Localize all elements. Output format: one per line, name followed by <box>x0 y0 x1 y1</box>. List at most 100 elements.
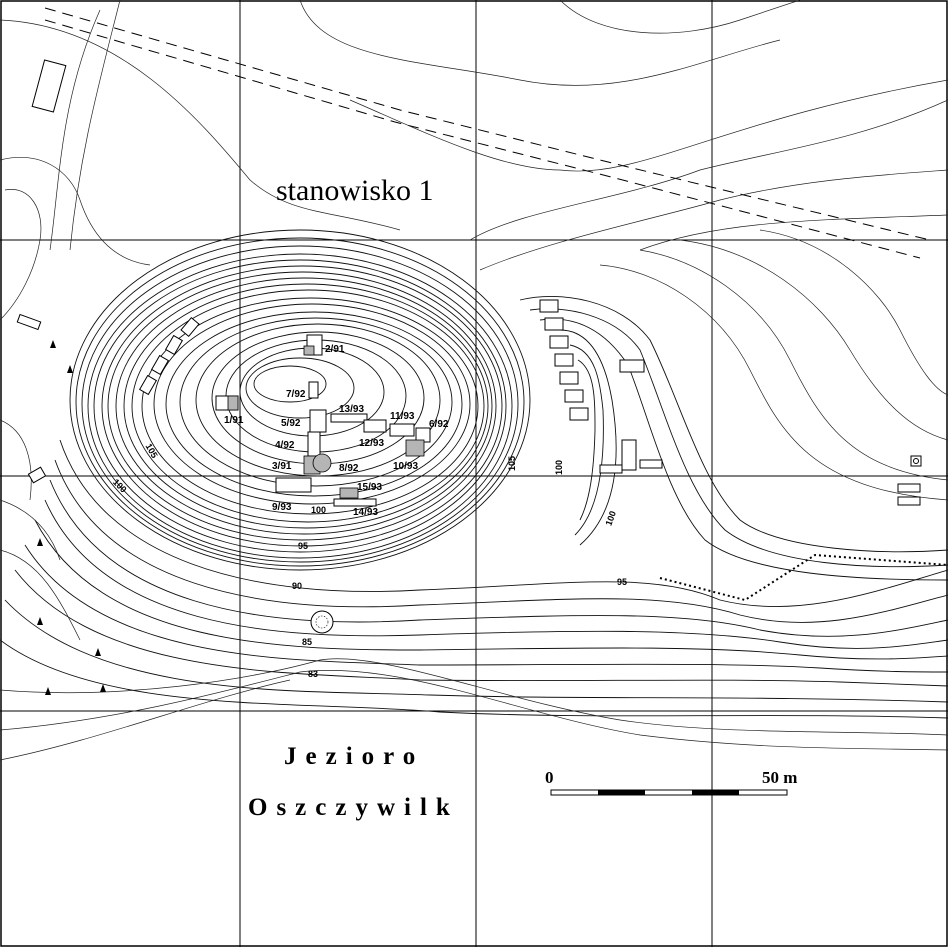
contour-line <box>123 283 489 529</box>
contour-line <box>87 253 513 559</box>
contour-line <box>115 277 493 535</box>
trench-label: 5/92 <box>281 418 301 429</box>
scale-bar-frame <box>550 789 788 796</box>
trench-shaded <box>339 487 359 499</box>
structure-marker <box>910 455 922 467</box>
contour-line <box>639 214 948 251</box>
trench-label: 4/92 <box>275 440 295 451</box>
well-symbol <box>310 610 334 634</box>
elevation-label: 105 <box>144 442 160 460</box>
road-edge-upper <box>44 7 931 241</box>
dashed-road <box>44 7 931 259</box>
trench-label: 6/92 <box>429 419 449 430</box>
trench-shaded <box>405 439 425 457</box>
contour-line <box>479 169 948 271</box>
contour-line <box>195 323 441 477</box>
contour-line <box>0 669 948 751</box>
elevation-label: 95 <box>617 577 627 587</box>
trench-label: 12/93 <box>359 438 384 449</box>
rampart-block <box>619 359 645 373</box>
contour-line <box>253 365 327 403</box>
scale-bar: 0 50 m <box>545 768 797 796</box>
contour-line <box>0 499 61 561</box>
contour-line <box>519 295 948 553</box>
contour-line <box>599 264 948 501</box>
elevation-label: 100 <box>603 510 618 528</box>
tree-icon <box>37 538 43 546</box>
building-outline <box>31 59 67 113</box>
elevation-label: 83 <box>308 669 318 679</box>
trench-label: 11/93 <box>390 411 415 422</box>
contour-line <box>49 479 948 637</box>
trench-label: 8/92 <box>339 463 359 474</box>
contour-line <box>559 329 617 546</box>
contour-line <box>0 19 401 231</box>
rampart-block <box>549 335 569 349</box>
scale-bar-segment <box>692 790 739 795</box>
rampart-block <box>16 313 42 331</box>
elevation-label: 85 <box>302 637 312 647</box>
contour-line <box>69 229 531 571</box>
trench-shaded <box>303 345 315 356</box>
elevation-label: 100 <box>554 460 564 475</box>
trench-shaded <box>312 453 332 473</box>
eastern-spur-contours <box>519 229 948 581</box>
contour-line <box>101 265 503 547</box>
rampart-blocks <box>16 299 663 484</box>
trench-outline <box>309 409 327 433</box>
rampart-block <box>639 459 663 469</box>
contour-line <box>577 359 596 521</box>
tree-markers <box>37 340 106 695</box>
contour-line <box>44 499 948 649</box>
southern-contours <box>0 419 948 761</box>
contour-line <box>75 237 525 567</box>
scale-end-label: 50 m <box>762 768 797 787</box>
contour-line <box>14 569 948 687</box>
rampart-block <box>559 371 579 385</box>
trench-label: 10/93 <box>393 461 418 472</box>
contour-line <box>0 658 948 736</box>
contour-line <box>529 308 948 568</box>
contour-line <box>639 249 948 481</box>
elevation-label: 100 <box>311 505 326 515</box>
contour-line <box>349 79 948 172</box>
hill-contours <box>69 229 531 571</box>
trench-label: 13/93 <box>339 404 364 415</box>
contour-line <box>54 459 948 623</box>
east-structures <box>897 455 922 506</box>
rampart-block <box>564 389 584 403</box>
trench-label: 14/93 <box>353 507 378 518</box>
contour-line <box>0 549 81 641</box>
contour-line <box>49 9 101 251</box>
contour-line <box>559 0 801 34</box>
contour-line <box>245 357 355 419</box>
contour-line <box>81 245 519 563</box>
structure-marker <box>897 483 921 493</box>
contour-line <box>179 317 453 487</box>
tree-icon <box>67 365 73 373</box>
rampart-block <box>539 299 559 313</box>
trench-label: 2/91 <box>325 344 345 355</box>
contour-line <box>93 259 507 553</box>
contour-line <box>24 544 948 673</box>
excavation-trenches <box>215 334 431 507</box>
tree-icon <box>45 687 51 695</box>
contour-line <box>469 99 948 241</box>
rampart-wall <box>659 553 948 602</box>
northern-contours <box>0 0 948 321</box>
trench-outline <box>363 419 387 433</box>
contour-line <box>0 419 32 501</box>
trench-outline <box>275 477 312 493</box>
trench-labels: 2/91 7/92 13/93 11/93 6/92 1/91 5/92 12/… <box>224 344 449 518</box>
trench-outline <box>308 381 319 399</box>
trench-label: 3/91 <box>272 461 292 472</box>
trench-label: 15/93 <box>357 482 382 493</box>
trench-shaded <box>227 395 239 411</box>
lake-name-line1: Jezioro <box>284 743 424 770</box>
contour-line <box>131 289 485 523</box>
well-inner <box>315 615 329 629</box>
rampart-block <box>569 407 589 421</box>
